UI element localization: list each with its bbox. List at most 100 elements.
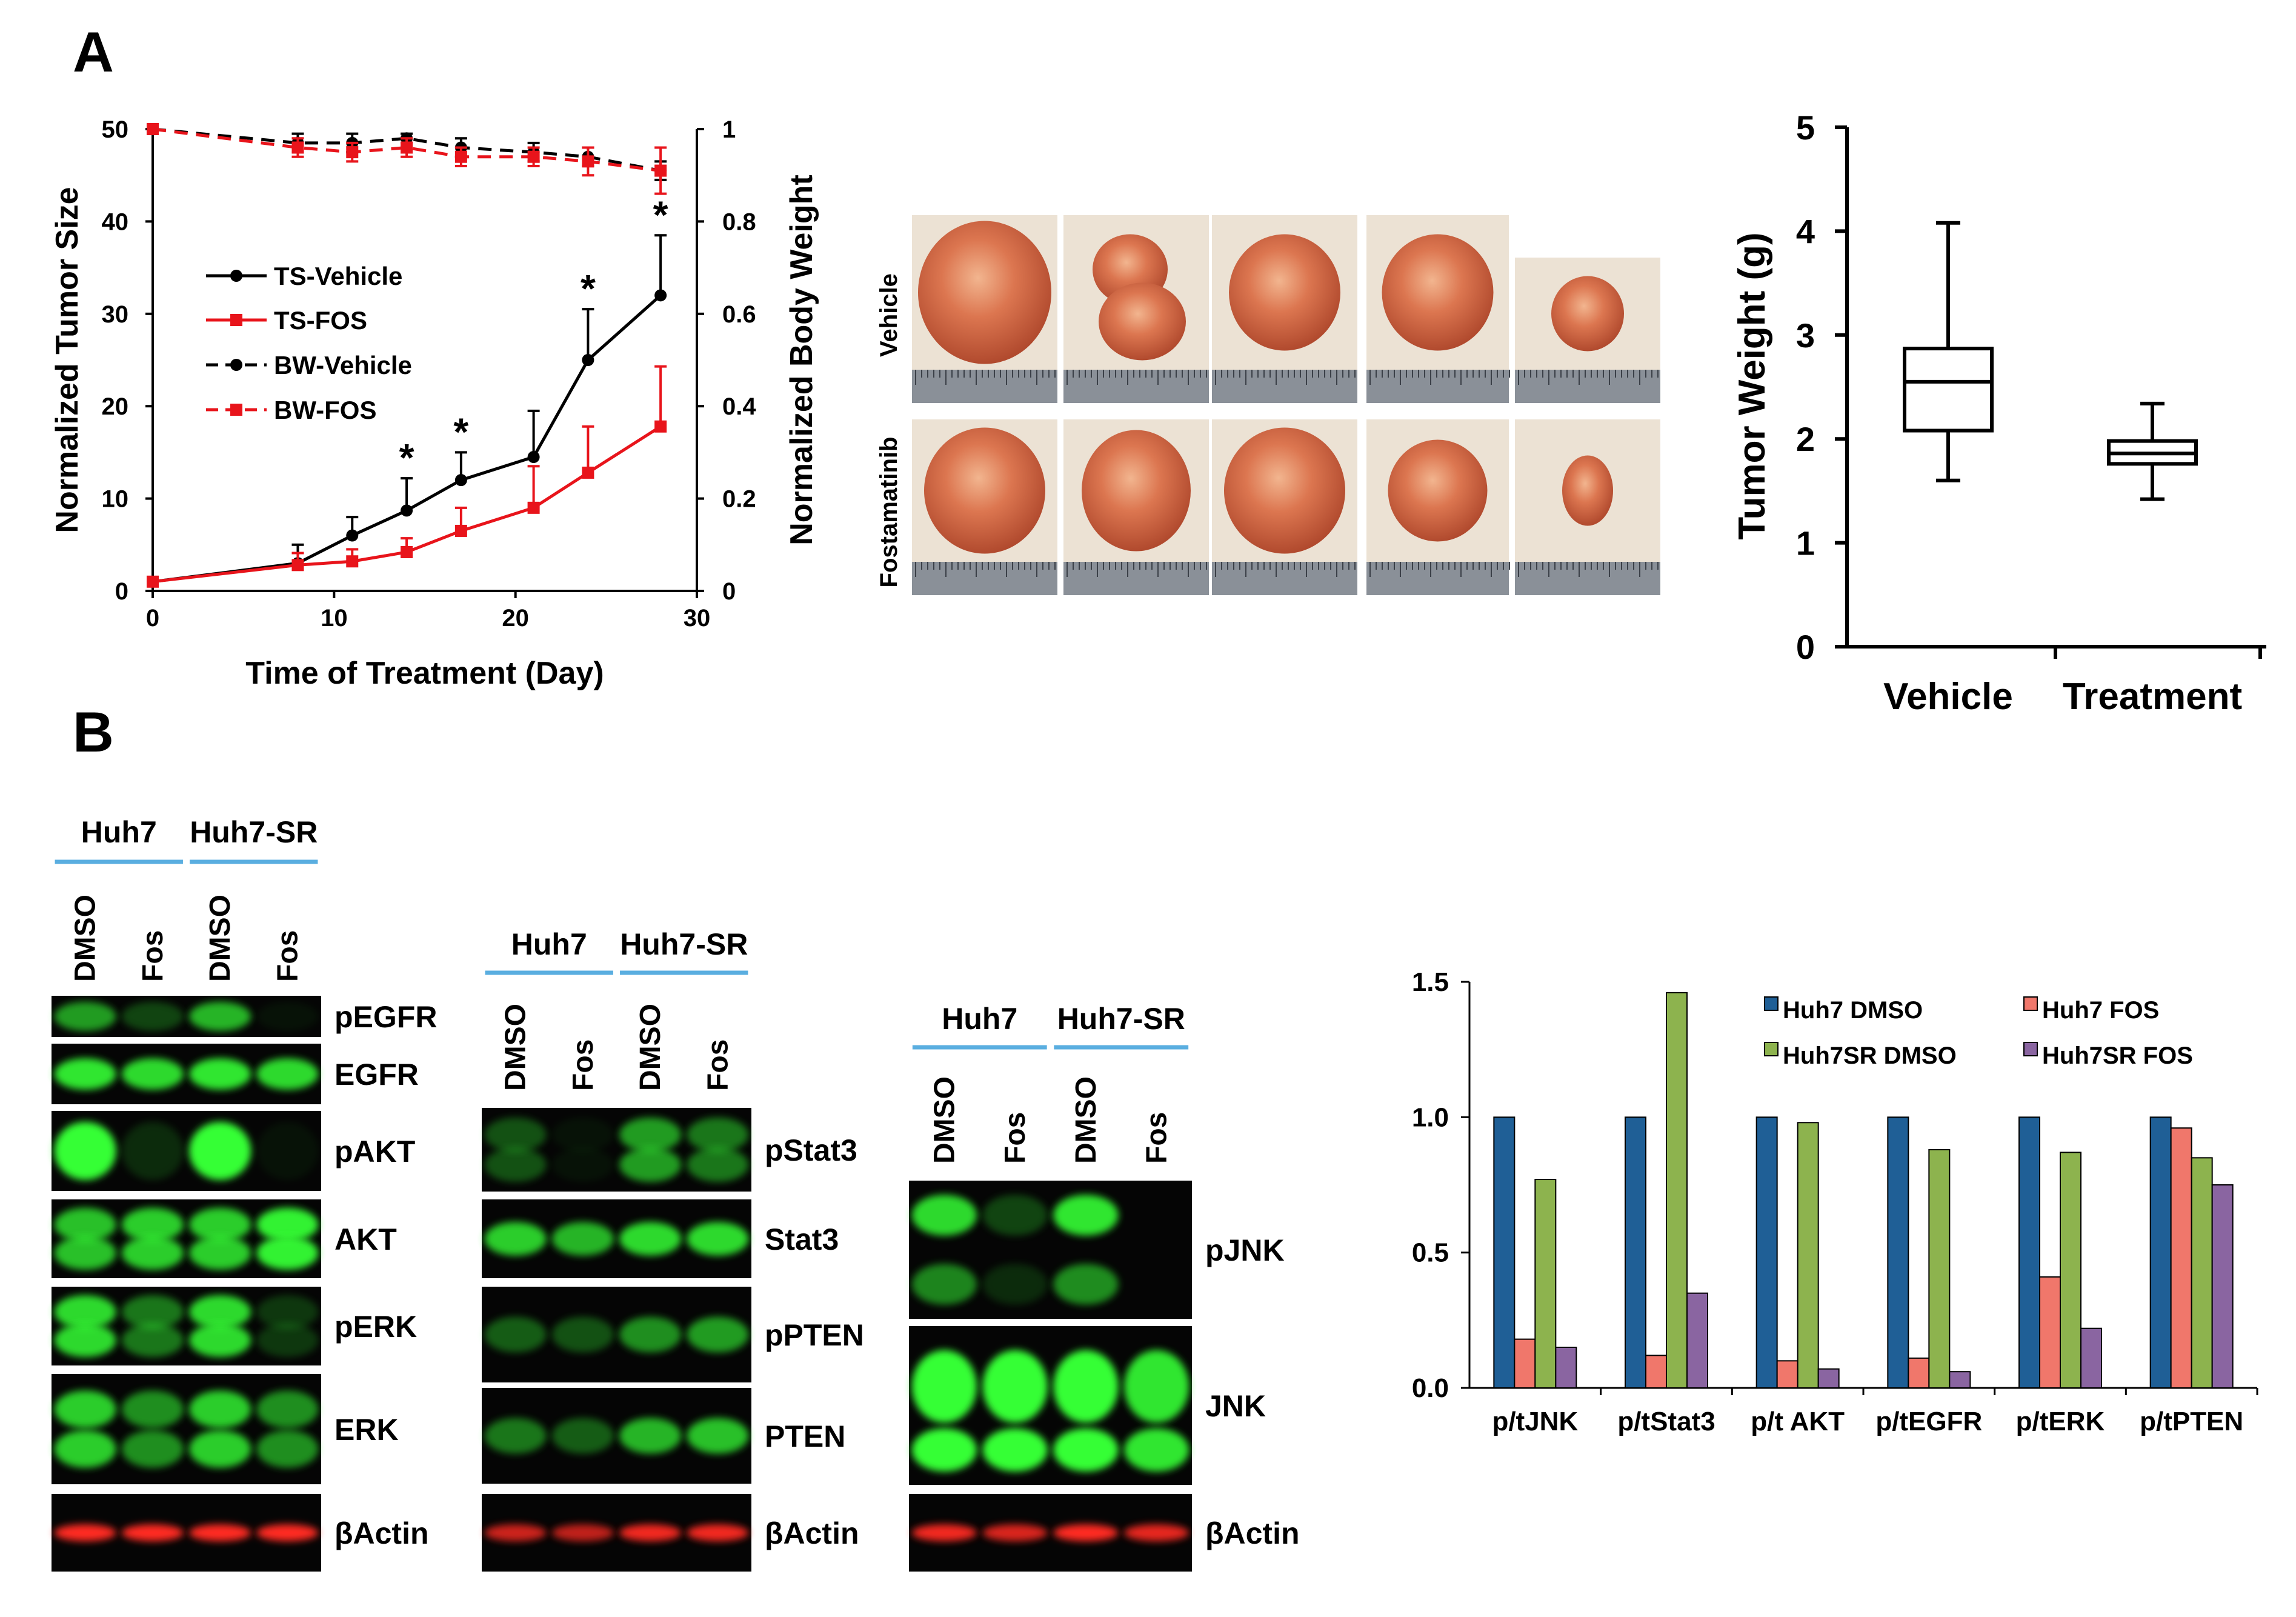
blot-band — [619, 1316, 682, 1353]
ruler — [1063, 562, 1209, 595]
ruler — [912, 562, 1057, 595]
blot-band — [484, 1147, 547, 1182]
blot-band — [619, 1147, 682, 1182]
blot-band — [54, 1323, 116, 1358]
blot-band — [982, 1524, 1048, 1541]
blot-band — [1053, 1428, 1119, 1472]
blot-band — [687, 1418, 749, 1454]
blot-band — [121, 1430, 184, 1468]
blot-band-perk: pERK — [52, 1287, 417, 1365]
ruler — [1212, 562, 1357, 595]
data-point — [454, 150, 467, 163]
bar-legend-huh7-dmso: Huh7 DMSO — [1783, 997, 1923, 1024]
blot-band — [982, 1428, 1048, 1472]
x-category-label: p/tStat3 — [1617, 1407, 1715, 1436]
bar — [2149, 1116, 2172, 1389]
blot-band-pakt: pAKT — [52, 1111, 415, 1191]
y2-tick-label: 0.4 — [722, 393, 756, 420]
blot-band-pegfr: pEGFR — [52, 996, 437, 1037]
significance-star: * — [581, 267, 596, 310]
blot-band — [551, 1316, 614, 1353]
blot-band — [54, 1524, 116, 1541]
blot-band — [54, 1236, 116, 1270]
ruler — [1515, 370, 1660, 403]
blot-band-label: βActin — [334, 1516, 429, 1550]
blot-band — [982, 1195, 1048, 1236]
blot-band — [54, 1058, 116, 1090]
tumor-photo-vehicle-1 — [912, 215, 1057, 403]
legend-item-bw-fos: BW-FOS — [206, 396, 376, 424]
bar — [2211, 1184, 2234, 1389]
blot-band-label: Stat3 — [765, 1222, 839, 1256]
y2-tick-label: 1 — [722, 116, 736, 143]
blot-group-label: Huh7-SR — [620, 927, 748, 961]
blot-band-jnk: JNK — [909, 1326, 1266, 1485]
data-point — [654, 420, 667, 433]
tumor-photo-fostamatinib-4 — [1366, 419, 1510, 595]
svg-text:BW-Vehicle: BW-Vehicle — [274, 351, 412, 379]
blot-set-1: Huh7 Huh7-SR DMSO Fos DMSO Fos pEGFR EGFR pAKT AK… — [52, 815, 437, 1572]
blot-band — [484, 1117, 547, 1152]
data-point — [401, 141, 413, 154]
blot-band-label: JNK — [1205, 1389, 1266, 1423]
blot-group-label: Huh7 — [81, 815, 157, 849]
x-category-label: Vehicle — [1883, 676, 2013, 718]
blot-band — [121, 1236, 184, 1270]
y2-tick-label: 0.2 — [722, 486, 756, 513]
legend-item-ts-fos: TS-FOS — [206, 306, 367, 335]
blot-band — [54, 1122, 116, 1180]
blot-band-label: PTEN — [765, 1419, 845, 1453]
tumor-photo-vehicle-5 — [1515, 258, 1660, 403]
blot-band — [121, 1122, 184, 1180]
western-blot-panel: Huh7 Huh7-SR DMSO Fos DMSO Fos pEGFR EGFR pAKT AK… — [52, 815, 1300, 1572]
lane-label: DMSO — [1070, 1076, 1102, 1164]
blot-band — [256, 1390, 319, 1429]
blot-band — [911, 1195, 977, 1236]
panel-b-label: B — [73, 700, 114, 764]
lane-label: Fos — [137, 930, 169, 982]
x-tick-label: 20 — [502, 605, 529, 632]
y-tick-label: 0 — [1796, 628, 1815, 666]
blot-band — [1123, 1428, 1190, 1472]
box-y-axis-title: Tumor Weight (g) — [1731, 232, 1773, 539]
blot-band-pten: PTEN — [482, 1388, 845, 1484]
blot-band — [911, 1264, 977, 1305]
left-axis — [151, 129, 698, 592]
ruler — [912, 370, 1057, 403]
tumor — [1229, 234, 1340, 351]
tumor — [918, 221, 1051, 364]
x-tick-label: 10 — [321, 605, 348, 632]
data-point — [147, 123, 159, 135]
x-category-label: Treatment — [2063, 676, 2242, 718]
blot-band — [1053, 1264, 1119, 1305]
x-category-label: p/tERK — [2016, 1407, 2105, 1436]
blot-band-label: pStat3 — [765, 1133, 857, 1167]
bar — [2060, 1152, 2081, 1389]
y-tick-label: 40 — [102, 208, 129, 235]
bar-legend-huh7sr-dmso: Huh7SR DMSO — [1783, 1042, 1957, 1069]
lane-label: DMSO — [204, 895, 236, 982]
bar — [1928, 1149, 1951, 1389]
bar — [2018, 1116, 2040, 1389]
blot-set-3: Huh7 Huh7-SR DMSO Fos DMSO Fos pJNK JNK βActin — [909, 1002, 1300, 1572]
blot-band — [188, 1207, 251, 1242]
tumor-photo-vehicle-2 — [1063, 215, 1209, 403]
blot-band — [484, 1524, 547, 1541]
bar — [1534, 1179, 1557, 1389]
tumor — [1551, 276, 1624, 352]
y-tick-label: 0 — [115, 578, 128, 605]
x-category-label: p/t AKT — [1751, 1407, 1845, 1436]
blot-band — [1123, 1350, 1190, 1423]
y-tick-label: 20 — [102, 393, 129, 420]
bar — [1817, 1368, 1840, 1389]
tumor-photo-fostamatinib-2 — [1063, 419, 1209, 595]
blot-band — [551, 1418, 614, 1454]
y2-axis-title: Normalized Body Weight — [784, 175, 819, 545]
svg-text:TS-FOS: TS-FOS — [274, 306, 367, 335]
blot-band — [121, 1207, 184, 1242]
blot-band-βactin: βActin — [52, 1494, 429, 1572]
tumor-photo-grid: Vehicle Fostamatinib — [876, 215, 1660, 595]
data-point — [454, 524, 467, 537]
blot-band — [551, 1524, 614, 1541]
